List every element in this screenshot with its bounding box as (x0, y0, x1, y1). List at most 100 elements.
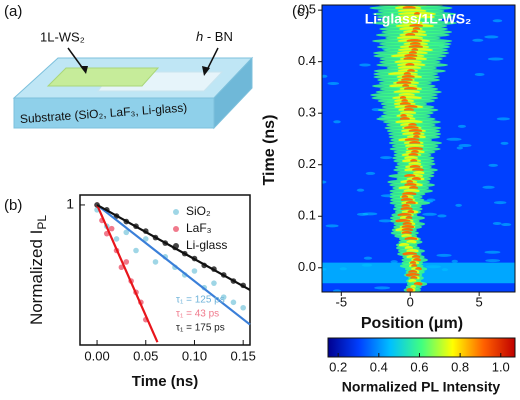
data-point (142, 236, 149, 242)
y-tick-label: 0.2 (298, 156, 316, 171)
heatmap-speckle (455, 203, 462, 207)
legend-marker (173, 226, 179, 232)
colorbar-tick-label: 0.8 (451, 359, 469, 374)
heatmap-speckle (451, 259, 458, 263)
fit-line (96, 204, 251, 326)
heatmap-speckle (322, 180, 327, 184)
x-axis-label: Position (μm) (361, 315, 463, 332)
heatmap-speckle (362, 212, 378, 216)
heatmap-speckle (380, 156, 393, 160)
heatmap-speckle (492, 221, 502, 225)
y-axis-label: Normalized IPL (27, 215, 49, 325)
panel-label: (a) (4, 3, 22, 20)
data-point (113, 236, 120, 242)
heatmap-speckle (356, 188, 365, 192)
colorbar-label: Normalized PL Intensity (342, 379, 501, 395)
hbn-label: h - BN (196, 29, 233, 44)
annotation: τ₁ = 43 ps (176, 309, 219, 320)
heatmap-speckle (484, 250, 501, 254)
heatmap-speckle (422, 212, 437, 216)
heatmap-speckle (378, 219, 393, 223)
heatmap (322, 5, 515, 292)
heatmap-speckle (493, 201, 507, 205)
y-tick-label: 0.3 (298, 105, 316, 120)
heatmap-speckle (474, 72, 485, 76)
colorbar-tick-label: 0.4 (370, 359, 388, 374)
x-tick-label: -5 (336, 294, 348, 309)
heatmap-speckle (437, 214, 447, 218)
heatmap-speckle (363, 256, 373, 260)
x-tick-label: 0.00 (84, 348, 109, 363)
data-point (123, 229, 130, 236)
plot-frame (79, 194, 251, 346)
heatmap-speckle (436, 253, 452, 257)
heatmap-speckle (492, 19, 503, 23)
x-axis-label: Time (ns) (132, 373, 198, 390)
x-tick-label: 0 (407, 294, 414, 309)
x-tick-label: 0.10 (182, 348, 207, 363)
arrow-head (80, 66, 88, 74)
chart-title: Li-glass/1L-WS₂ (365, 11, 472, 27)
y-tick-label: 0.1 (298, 208, 316, 223)
y-axis-label-main: Normalized I (27, 230, 46, 325)
data-point (230, 299, 237, 306)
heatmap-speckle (322, 74, 328, 78)
heatmap-speckle (496, 117, 510, 121)
data-point (240, 304, 246, 311)
data-point (108, 225, 115, 232)
heatmap-speckle (333, 120, 341, 124)
legend-marker (173, 209, 179, 215)
flake-label: 1L-WS₂ (40, 29, 85, 44)
panel-label: (b) (4, 197, 22, 214)
ws2-flake (46, 67, 160, 87)
heatmap-speckle (327, 81, 340, 85)
heatmap-speckle (472, 38, 484, 42)
heatmap-speckle (482, 185, 495, 189)
y-axis-label-sub: PL (35, 215, 49, 230)
colorbar-tick-label: 1.0 (492, 359, 510, 374)
heatmap-speckle (488, 163, 498, 167)
colorbar-tick-label: 0.2 (329, 359, 347, 374)
fit-line (96, 203, 251, 291)
panel-a: (a) 1L-WS₂ h - BN Substrate (SiO₂, LaF₃,… (4, 3, 254, 130)
heatmap-speckle (325, 224, 339, 228)
data-point (220, 294, 227, 300)
data-point (123, 259, 130, 265)
hbn-label-h: h (196, 29, 203, 44)
annotation: τ₁ = 175 ps (176, 323, 225, 334)
x-tick-label: 0.05 (133, 348, 158, 363)
heatmap-speckle (500, 141, 509, 145)
hbn-label-rest: - BN (203, 29, 233, 44)
legend-label: Li-glass (186, 238, 227, 252)
annotation: τ₁ = 125 ps (176, 295, 225, 306)
legend-label: SiO₂ (186, 204, 211, 218)
y-tick-label: 1 (66, 196, 74, 212)
x-tick-label: 5 (476, 294, 483, 309)
fit-line (96, 204, 159, 343)
y-tick-label: 0.0 (298, 259, 316, 274)
colorbar (327, 337, 516, 358)
heatmap-speckle (485, 259, 501, 263)
heatmap-speckle (457, 124, 466, 128)
substrate-side (213, 56, 253, 130)
heatmap-speckle (456, 146, 463, 150)
heatmap-speckle (365, 171, 376, 175)
heatmap-blob (406, 288, 414, 292)
data-point (191, 268, 198, 274)
legend-label: LaF₃ (186, 221, 212, 235)
heatmap-speckle (458, 143, 472, 147)
heatmap-speckle (446, 137, 462, 141)
heatmap-speckle (487, 57, 504, 61)
heatmap-speckle (426, 198, 436, 202)
heatmap-speckle (501, 223, 512, 227)
plot-frame (321, 4, 516, 293)
heatmap-speckle (390, 260, 398, 264)
y-tick-label: 0.4 (298, 53, 316, 68)
y-tick-label: 0.5 (298, 2, 316, 17)
panel-label: (c) (292, 3, 310, 20)
x-tick-label: 0.15 (231, 348, 256, 363)
y-axis-label: Time (ns) (261, 115, 278, 186)
arrow-head (202, 66, 210, 76)
heatmap-speckle (359, 63, 371, 67)
